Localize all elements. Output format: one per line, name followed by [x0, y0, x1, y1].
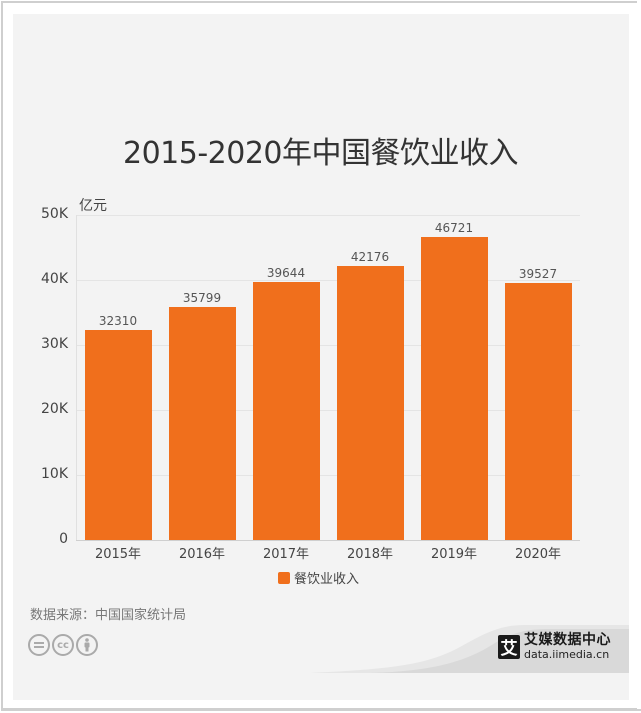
y-tick-30k: 30K	[41, 336, 68, 352]
y-tick-40k: 40K	[41, 271, 68, 287]
bar-value-label: 39644	[266, 266, 306, 280]
gridline-40k	[76, 280, 580, 281]
gridline-10k	[76, 475, 580, 476]
bar-2015[interactable]	[85, 330, 152, 540]
data-source: 数据来源：中国国家统计局	[30, 608, 187, 623]
y-tick-20k: 20K	[41, 401, 68, 417]
bar-value-label: 46721	[434, 221, 474, 235]
x-tick-label: 2020年	[514, 547, 562, 562]
y-tick-50k: 50K	[41, 206, 68, 222]
iimedia-logo-icon: 艾	[498, 634, 520, 659]
gridline-50k	[76, 215, 580, 216]
brand-logo-block: 艾 艾媒数据中心 data.iimedia.cn	[498, 633, 611, 660]
brand-url: data.iimedia.cn	[524, 648, 610, 661]
bar-value-label: 39527	[518, 267, 558, 281]
y-axis-unit: 亿元	[79, 198, 107, 214]
brand-name: 艾媒数据中心	[524, 632, 611, 648]
x-tick-label: 2016年	[178, 547, 226, 562]
x-tick-label: 2017年	[262, 547, 310, 562]
legend-item[interactable]: 餐饮业收入	[278, 568, 359, 587]
legend-swatch-icon	[278, 571, 290, 584]
no-derivatives-icon	[28, 634, 50, 656]
bar-2017[interactable]	[253, 282, 320, 540]
y-axis-line	[76, 215, 77, 541]
legend-label: 餐饮业收入	[294, 572, 360, 587]
creative-commons-icon: cc	[52, 634, 74, 656]
frame-bottom-border	[1, 709, 641, 711]
x-tick-label: 2018年	[346, 547, 394, 562]
y-tick-0: 0	[59, 531, 68, 547]
y-tick-10k: 10K	[41, 466, 68, 482]
bar-value-label: 42176	[350, 250, 390, 264]
x-tick-label: 2019年	[430, 547, 478, 562]
chart-title: 2015-2020年中国餐饮业收入	[122, 136, 519, 171]
attribution-icon	[76, 634, 98, 656]
bar-2018[interactable]	[337, 266, 404, 540]
gridline-30k	[76, 345, 580, 346]
x-axis-line	[76, 540, 580, 541]
x-tick-label: 2015年	[94, 547, 142, 562]
bar-2016[interactable]	[169, 307, 236, 540]
gridline-20k	[76, 410, 580, 411]
license-icons: cc	[28, 634, 98, 656]
bar-value-label: 32310	[98, 314, 138, 328]
bar-2020[interactable]	[505, 283, 572, 540]
bar-2019[interactable]	[421, 237, 488, 540]
bar-value-label: 35799	[182, 291, 222, 305]
